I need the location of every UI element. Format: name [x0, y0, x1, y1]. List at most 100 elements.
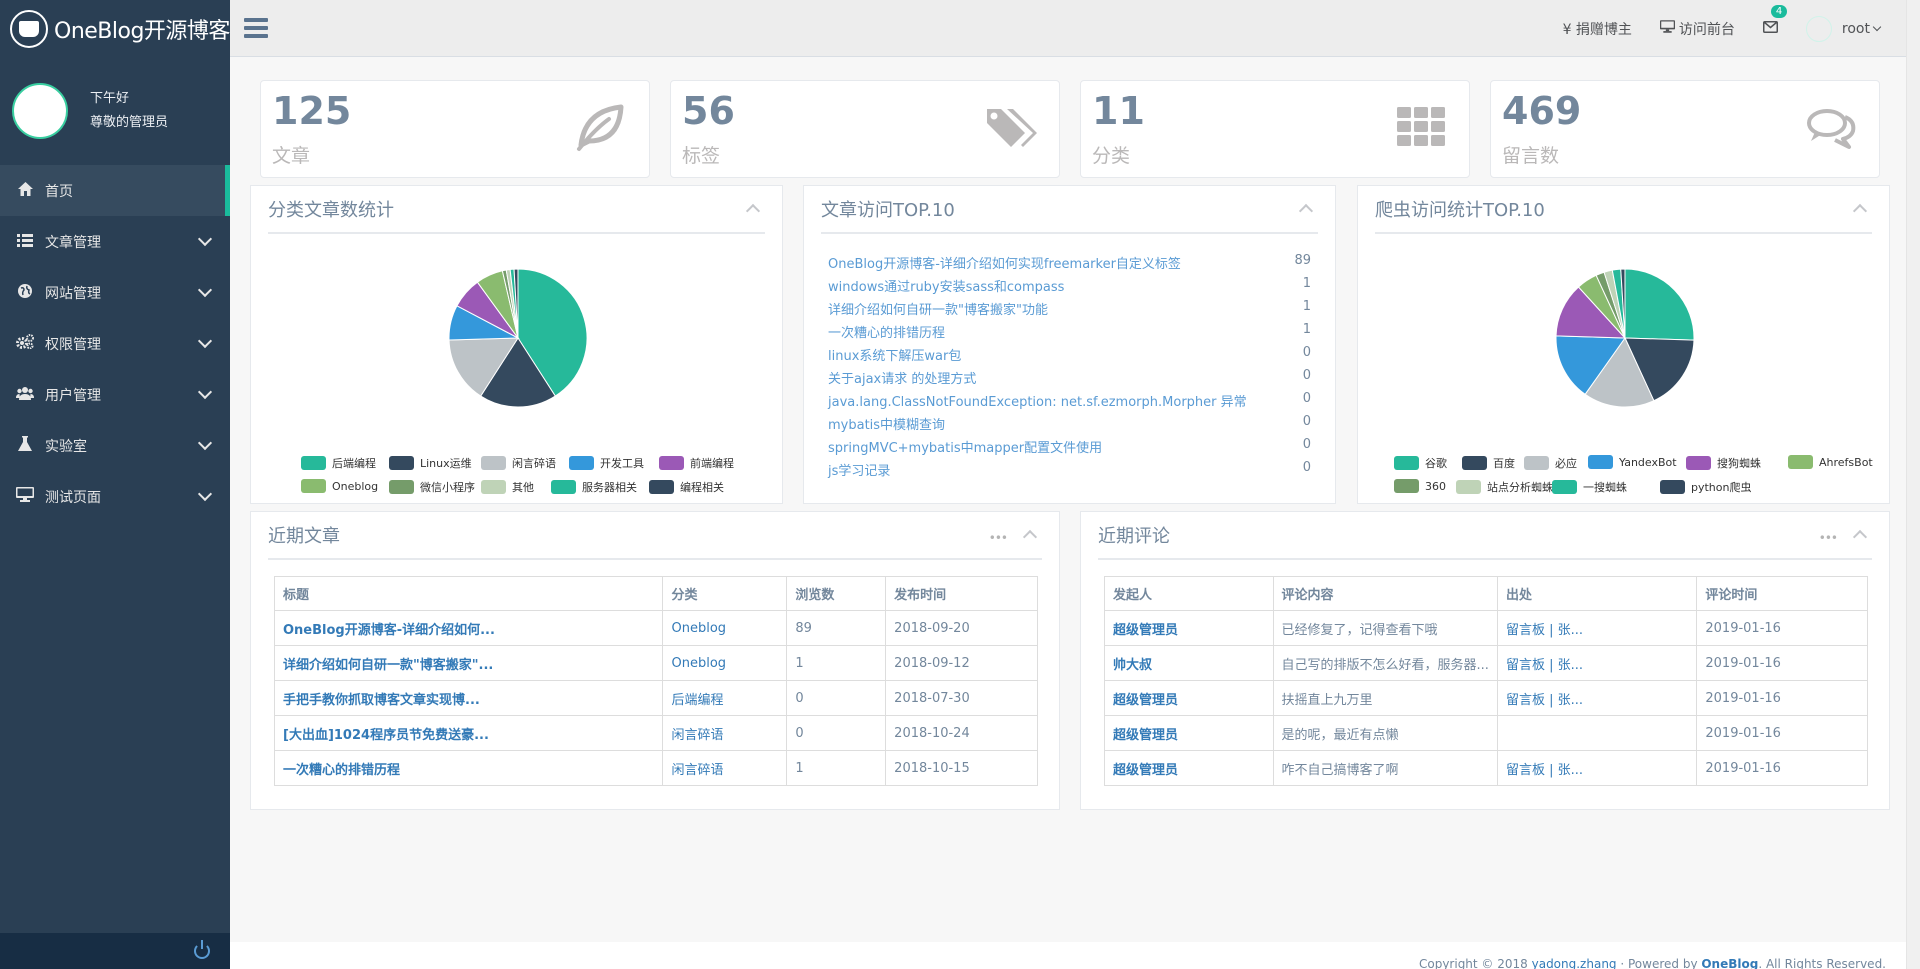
collapse-icon[interactable] [1298, 203, 1314, 219]
legend-item[interactable]: 后端编程 [301, 455, 376, 471]
collapse-icon[interactable] [745, 203, 761, 219]
page-scrollbar[interactable] [1906, 0, 1920, 969]
table-header-cell[interactable]: 评论内容 [1272, 576, 1498, 611]
legend-item[interactable]: YandexBot [1588, 455, 1677, 469]
top-article-link[interactable]: js学习记录 [828, 464, 891, 479]
footer-author-link[interactable]: yadong.zhang [1531, 957, 1617, 969]
sidebar-item-website[interactable]: 网站管理 [0, 267, 230, 318]
legend-item[interactable]: 前端编程 [659, 455, 734, 471]
pie-slice[interactable] [513, 268, 519, 339]
more-icon[interactable]: ••• [988, 531, 1008, 545]
legend-item[interactable]: AhrefsBot [1788, 455, 1873, 469]
legend-item[interactable]: 微信小程序 [389, 479, 475, 495]
legend-item[interactable]: 百度 [1462, 455, 1515, 471]
sidebar-item-users[interactable]: 用户管理 [0, 369, 230, 420]
top-article-link[interactable]: mybatis中模糊查询 [828, 418, 946, 433]
power-icon[interactable] [194, 940, 210, 959]
legend-item[interactable]: 服务器相关 [551, 479, 637, 495]
sidebar-item-home[interactable]: 首页 [0, 165, 230, 216]
table-link[interactable]: 留言板 | 张... [1505, 762, 1583, 778]
donate-label: ¥ 捐赠博主 [1562, 21, 1632, 38]
legend-item[interactable]: python爬虫 [1660, 479, 1751, 495]
top-article-link[interactable]: 关于ajax请求 的处理方式 [828, 372, 977, 387]
table-link[interactable]: 留言板 | 张... [1505, 692, 1583, 708]
legend-item[interactable]: 360 [1394, 479, 1446, 493]
collapse-icon[interactable] [1852, 529, 1868, 545]
legend-label: 一搜蜘蛛 [1583, 481, 1627, 494]
table-header-cell[interactable]: 发布时间 [885, 576, 1038, 611]
menu-toggle-icon[interactable] [244, 18, 268, 38]
pie-slice[interactable] [1624, 268, 1695, 341]
table-row: 超级管理员 是的呢，最近有点懒 2019-01-16 [1104, 715, 1868, 751]
table-link[interactable]: OneBlog开源博客-详细介绍如何... [283, 622, 495, 638]
legend-item[interactable]: 开发工具 [569, 455, 644, 471]
top-article-link[interactable]: linux系统下解压war包 [828, 349, 962, 364]
avatar[interactable] [12, 83, 68, 139]
table-link[interactable]: 手把手教你抓取博客文章实现博... [283, 692, 480, 708]
table-link[interactable]: 后端编程 [671, 692, 724, 708]
table-link[interactable]: Oneblog [671, 655, 727, 671]
top-article-link[interactable]: 一次糟心的排错历程 [828, 326, 946, 341]
table-link[interactable]: 闲言碎语 [671, 727, 724, 743]
table-link[interactable]: 留言板 | 张... [1505, 657, 1583, 673]
table-cell: 2019-01-16 [1696, 715, 1868, 751]
table-link[interactable]: 超级管理员 [1113, 692, 1179, 708]
pie-slice[interactable] [1584, 337, 1655, 408]
legend-item[interactable]: 一搜蜘蛛 [1552, 479, 1627, 495]
pie-slice[interactable] [1555, 335, 1626, 396]
table-cell: 留言板 | 张... [1496, 645, 1698, 681]
pie-slice[interactable] [1620, 268, 1626, 339]
top-article-link[interactable]: OneBlog开源博客-详细介绍如何实现freemarker自定义标签 [828, 257, 1181, 272]
sidebar-item-articles[interactable]: 文章管理 [0, 216, 230, 267]
table-header-cell[interactable]: 分类 [662, 576, 788, 611]
legend-swatch [481, 480, 506, 494]
legend-item[interactable]: Oneblog [301, 479, 378, 493]
table-link[interactable]: [大出血]1024程序员节免费送豪... [283, 727, 489, 743]
top-article-link[interactable]: java.lang.ClassNotFoundException: net.sf… [828, 395, 1247, 410]
user-menu[interactable]: root [1805, 15, 1882, 42]
pie-slice[interactable] [448, 337, 519, 397]
legend-item[interactable]: 搜狗蜘蛛 [1686, 455, 1761, 471]
table-link[interactable]: 超级管理员 [1113, 727, 1179, 743]
legend-swatch [1394, 479, 1419, 493]
sidebar-item-permissions[interactable]: 权限管理 [0, 318, 230, 369]
more-icon[interactable]: ••• [1818, 531, 1838, 545]
legend-item[interactable]: 必应 [1524, 455, 1577, 471]
legend-item[interactable]: 谷歌 [1394, 455, 1447, 471]
stat-count: 469 [1502, 89, 1582, 133]
table-link[interactable]: 帅大叔 [1113, 657, 1153, 673]
top-article-link[interactable]: 详细介绍如何自研一款"博客搬家"功能 [828, 303, 1048, 318]
legend-item[interactable]: 站点分析蜘蛛 [1456, 479, 1553, 495]
table-link[interactable]: 详细介绍如何自研一款"博客搬家"... [283, 657, 494, 673]
chevron-down-icon [197, 282, 213, 298]
legend-item[interactable]: 编程相关 [649, 479, 724, 495]
table-link[interactable]: 一次糟心的排错历程 [283, 762, 401, 778]
table-link[interactable]: 超级管理员 [1113, 762, 1179, 778]
table-link[interactable]: 闲言碎语 [671, 762, 724, 778]
footer-product-link[interactable]: OneBlog [1701, 957, 1759, 969]
legend-item[interactable]: Linux运维 [389, 455, 472, 471]
sidebar-item-lab[interactable]: 实验室 [0, 420, 230, 471]
table-link[interactable]: Oneblog [671, 620, 727, 636]
donate-link[interactable]: ¥ 捐赠博主 [1563, 19, 1632, 39]
brand[interactable]: OneBlog开源博客 [0, 0, 230, 57]
table-link[interactable]: 留言板 | 张... [1505, 622, 1583, 638]
visit-frontend-link[interactable]: 访问前台 [1659, 19, 1735, 39]
stat-tile-categories: 11 分类 [1080, 80, 1470, 178]
sidebar-item-test-page[interactable]: 测试页面 [0, 471, 230, 522]
table-header-cell[interactable]: 出处 [1496, 576, 1698, 611]
legend-item[interactable]: 其他 [481, 479, 534, 495]
pie-slice[interactable] [1624, 337, 1695, 402]
table-header-cell[interactable]: 评论时间 [1696, 576, 1868, 611]
top-article-link[interactable]: windows通过ruby安装sass和compass [828, 280, 1065, 295]
table-header-cell[interactable]: 浏览数 [786, 576, 887, 611]
top-article-link[interactable]: springMVC+mybatis中mapper配置文件使用 [828, 441, 1103, 456]
legend-item[interactable]: 闲言碎语 [481, 455, 556, 471]
table-header-cell[interactable]: 标题 [273, 576, 664, 611]
messages-button[interactable]: 4 [1762, 4, 1788, 37]
table-header-cell[interactable]: 发起人 [1104, 576, 1274, 611]
collapse-icon[interactable] [1852, 203, 1868, 219]
pie-slice[interactable] [480, 337, 556, 408]
table-link[interactable]: 超级管理员 [1113, 622, 1179, 638]
collapse-icon[interactable] [1022, 529, 1038, 545]
